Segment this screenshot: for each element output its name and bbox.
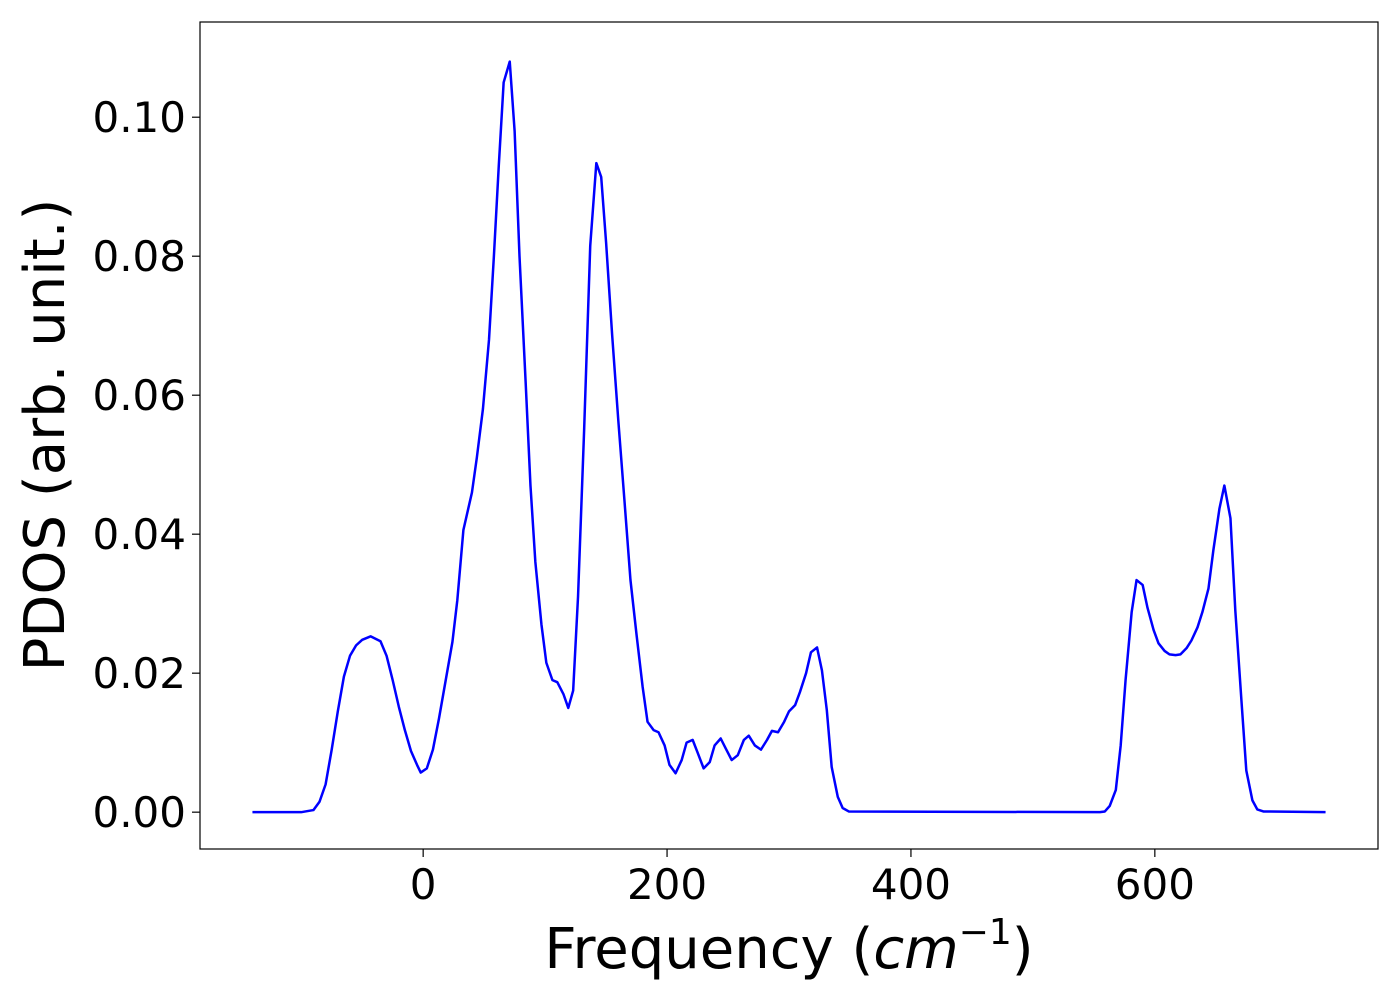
plot-frame — [199, 21, 1379, 850]
x-tick-label: 0 — [410, 860, 437, 909]
y-tick-label: 0.02 — [92, 649, 186, 698]
x-tick-label: 600 — [1115, 860, 1195, 909]
x-tick-label: 400 — [871, 860, 951, 909]
x-axis-label: Frequency (cm−1) — [544, 912, 1033, 982]
y-tick-label: 0.00 — [92, 788, 186, 837]
x-tick-label: 200 — [627, 860, 707, 909]
y-tick-label: 0.10 — [92, 93, 186, 142]
x-label-unit: cm — [873, 917, 958, 982]
y-tick-label: 0.04 — [92, 510, 186, 559]
x-label-text: Frequency ( — [544, 917, 873, 982]
x-label-exponent: −1 — [959, 912, 1012, 953]
y-tick-label: 0.06 — [92, 371, 186, 420]
y-axis-label: PDOS (arb. unit.) — [13, 199, 78, 672]
y-tick-label: 0.08 — [92, 232, 186, 281]
data-line — [252, 60, 1326, 814]
x-label-close: ) — [1012, 917, 1034, 982]
